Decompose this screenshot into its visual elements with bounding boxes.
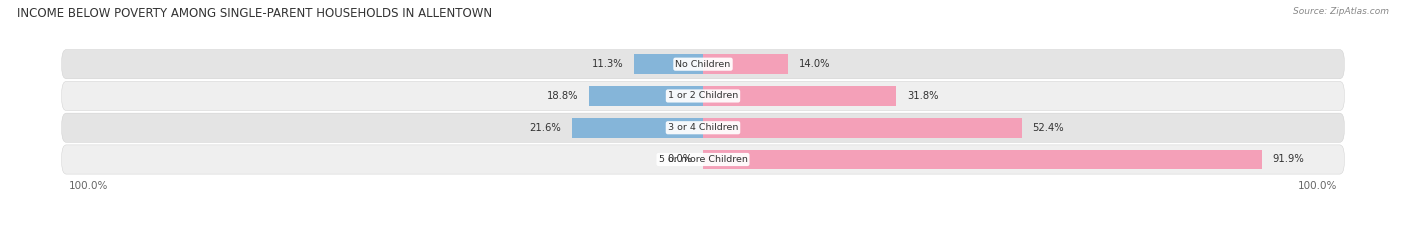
FancyBboxPatch shape [62, 145, 1344, 174]
FancyBboxPatch shape [62, 113, 1344, 142]
Text: 0.0%: 0.0% [668, 154, 692, 164]
FancyBboxPatch shape [62, 50, 1344, 79]
Text: 3 or 4 Children: 3 or 4 Children [668, 123, 738, 132]
Bar [572, 118, 703, 137]
Text: 5 or more Children: 5 or more Children [658, 155, 748, 164]
Text: 100.0%: 100.0% [69, 181, 108, 191]
Bar [703, 150, 1261, 169]
Bar [634, 54, 703, 74]
Text: 100.0%: 100.0% [1298, 181, 1337, 191]
Bar [703, 118, 1022, 137]
Text: INCOME BELOW POVERTY AMONG SINGLE-PARENT HOUSEHOLDS IN ALLENTOWN: INCOME BELOW POVERTY AMONG SINGLE-PARENT… [17, 7, 492, 20]
Text: 21.6%: 21.6% [529, 123, 561, 133]
Text: No Children: No Children [675, 60, 731, 69]
Text: 1 or 2 Children: 1 or 2 Children [668, 92, 738, 100]
Bar [703, 86, 897, 106]
Text: 14.0%: 14.0% [799, 59, 830, 69]
Text: 18.8%: 18.8% [547, 91, 578, 101]
Bar [589, 86, 703, 106]
Text: 52.4%: 52.4% [1032, 123, 1064, 133]
Bar [703, 54, 789, 74]
Text: 91.9%: 91.9% [1272, 154, 1303, 164]
FancyBboxPatch shape [62, 81, 1344, 111]
Text: 11.3%: 11.3% [592, 59, 624, 69]
Text: Source: ZipAtlas.com: Source: ZipAtlas.com [1294, 7, 1389, 16]
Text: 31.8%: 31.8% [907, 91, 938, 101]
